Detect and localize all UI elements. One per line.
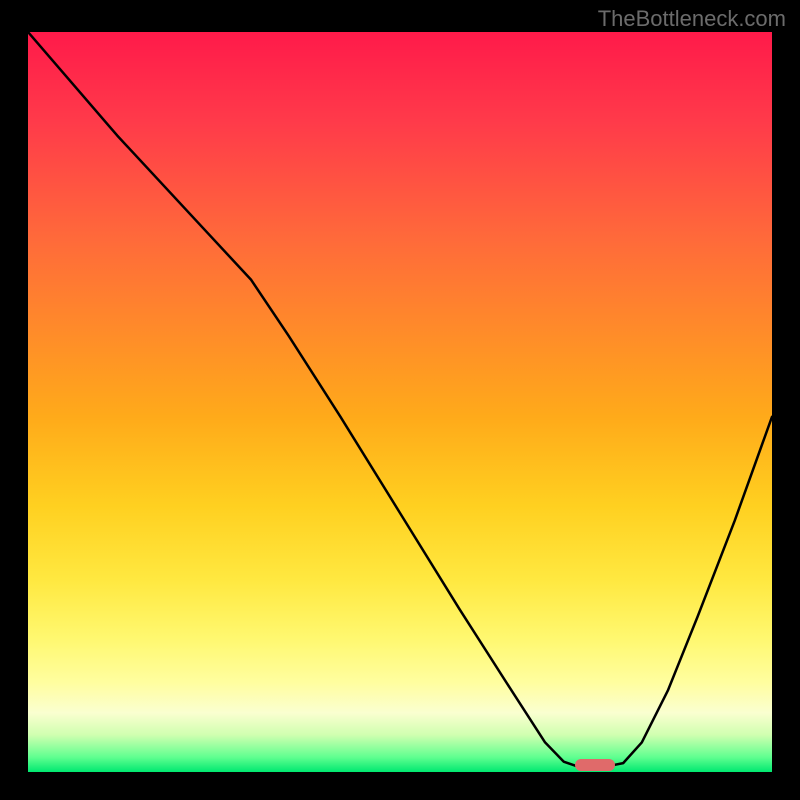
chart-marker-pill [575,759,615,771]
chart-curve [28,32,772,772]
chart-plot-area [28,32,772,772]
watermark-text: TheBottleneck.com [598,6,786,32]
